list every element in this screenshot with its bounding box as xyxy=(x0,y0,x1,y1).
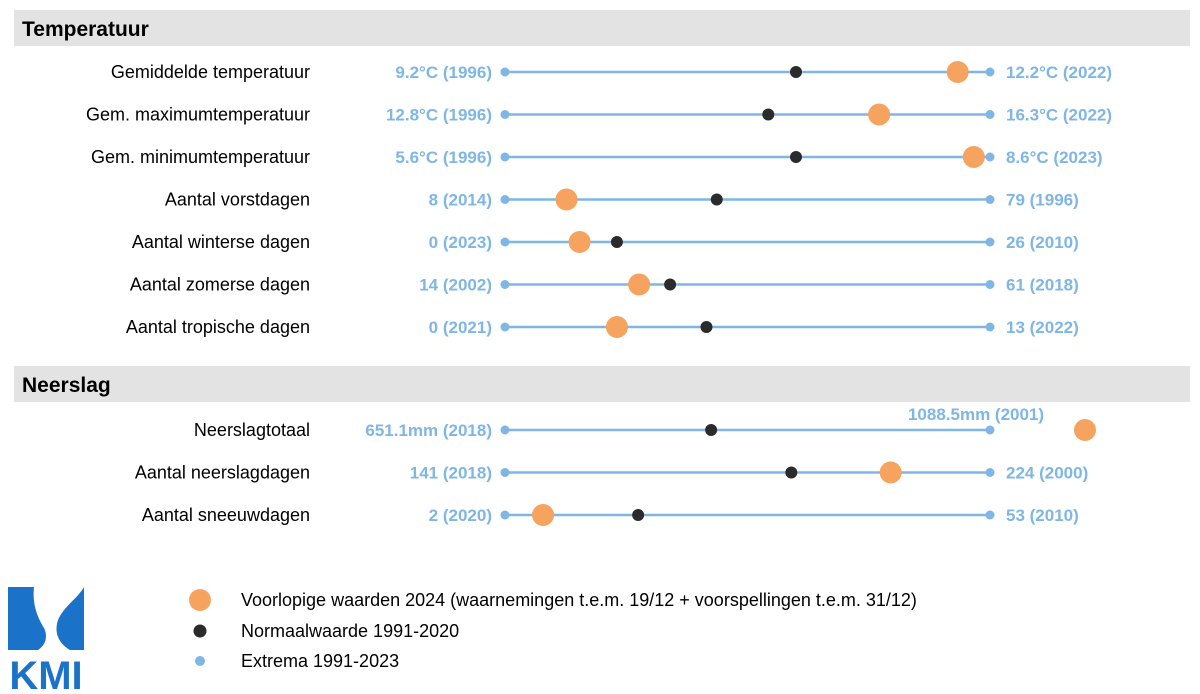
max-extreme-point xyxy=(985,510,995,520)
min-extreme-label: 0 (2023) xyxy=(429,233,492,252)
normal-value-point xyxy=(790,66,802,78)
row-label: Aantal neerslagdagen xyxy=(135,463,310,483)
max-extreme-label: 1088.5mm (2001) xyxy=(908,405,1044,424)
normal-value-point xyxy=(610,236,623,248)
min-extreme-point xyxy=(500,237,510,247)
row-label: Gem. maximumtemperatuur xyxy=(86,105,310,125)
row-label: Aantal tropische dagen xyxy=(126,317,310,337)
max-extreme-point xyxy=(985,152,995,162)
max-extreme-label: 61 (2018) xyxy=(1006,276,1079,295)
min-extreme-label: 2 (2020) xyxy=(429,506,492,525)
min-extreme-label: 14 (2002) xyxy=(419,276,492,295)
max-extreme-point xyxy=(985,425,995,435)
max-extreme-label: 224 (2000) xyxy=(1006,464,1088,483)
min-extreme-label: 12.8°C (1996) xyxy=(386,106,492,125)
min-extreme-point xyxy=(500,280,510,289)
normal-value-point xyxy=(762,108,775,121)
normal-value-point xyxy=(632,509,645,521)
value-2024-point xyxy=(532,504,555,526)
logo-shape xyxy=(56,587,84,650)
normal-value-point xyxy=(790,151,802,163)
max-extreme-point xyxy=(985,67,995,77)
row-label: Aantal zomerse dagen xyxy=(130,275,310,295)
min-extreme-point xyxy=(500,152,510,162)
section-title: Temperatuur xyxy=(22,18,149,41)
normal-value-point xyxy=(700,321,713,333)
kmi-logo: KMI xyxy=(8,587,84,694)
max-extreme-label: 16.3°C (2022) xyxy=(1006,106,1112,125)
value-2024-point xyxy=(946,61,969,83)
row-label: Gem. minimumtemperatuur xyxy=(91,147,310,167)
section-header xyxy=(14,10,1190,46)
normal-value-point xyxy=(710,193,723,206)
max-extreme-point xyxy=(985,237,995,247)
min-extreme-point xyxy=(500,322,510,332)
max-extreme-label: 26 (2010) xyxy=(1006,233,1079,252)
logo-shape xyxy=(8,587,46,650)
min-extreme-point xyxy=(500,425,510,435)
min-extreme-label: 5.6°C (1996) xyxy=(395,148,492,167)
row-label: Aantal vorstdagen xyxy=(165,190,310,210)
row-label: Aantal winterse dagen xyxy=(132,232,310,252)
max-extreme-point xyxy=(985,195,995,204)
max-extreme-label: 53 (2010) xyxy=(1006,506,1079,525)
value-2024-point xyxy=(962,146,985,168)
value-2024-point xyxy=(628,273,651,296)
section-title: Neerslag xyxy=(22,374,111,397)
normal-value-point xyxy=(705,424,718,436)
row-label: Neerslagtotaal xyxy=(194,420,310,440)
min-extreme-label: 651.1mm (2018) xyxy=(365,421,492,440)
legend-marker-normal xyxy=(193,624,207,638)
min-extreme-point xyxy=(500,468,510,477)
legend-label-normal: Normaalwaarde 1991-2020 xyxy=(241,621,459,641)
row-label: Aantal sneeuwdagen xyxy=(142,505,310,525)
legend-label-provisional: Voorlopige waarden 2024 (waarnemingen t.… xyxy=(241,590,917,610)
legend-marker-provisional xyxy=(189,589,211,611)
value-2024-point xyxy=(605,316,628,338)
min-extreme-point xyxy=(500,510,510,520)
value-2024-point xyxy=(868,103,891,126)
legend-marker-extrema xyxy=(195,656,205,666)
min-extreme-point xyxy=(500,110,510,119)
max-extreme-point xyxy=(985,468,995,477)
max-extreme-label: 13 (2022) xyxy=(1006,318,1079,337)
max-extreme-point xyxy=(985,322,995,332)
min-extreme-point xyxy=(500,67,510,77)
min-extreme-point xyxy=(500,195,510,204)
max-extreme-label: 79 (1996) xyxy=(1006,191,1079,210)
legend-label-extrema: Extrema 1991-2023 xyxy=(241,651,399,671)
max-extreme-label: 8.6°C (2023) xyxy=(1006,148,1103,167)
row-label: Gemiddelde temperatuur xyxy=(111,62,310,82)
value-2024-point xyxy=(555,188,578,211)
max-extreme-point xyxy=(985,110,995,119)
value-2024-point xyxy=(568,231,591,253)
min-extreme-label: 9.2°C (1996) xyxy=(395,63,492,82)
max-extreme-label: 12.2°C (2022) xyxy=(1006,63,1112,82)
normal-value-point xyxy=(785,466,798,479)
normal-value-point xyxy=(664,278,677,291)
min-extreme-label: 141 (2018) xyxy=(410,464,492,483)
section-header xyxy=(14,366,1190,402)
logo-text: KMI xyxy=(9,654,82,694)
min-extreme-label: 0 (2021) xyxy=(429,318,492,337)
min-extreme-label: 8 (2014) xyxy=(429,191,492,210)
max-extreme-point xyxy=(985,280,995,289)
value-2024-point xyxy=(879,461,902,484)
value-2024-point xyxy=(1074,419,1096,441)
